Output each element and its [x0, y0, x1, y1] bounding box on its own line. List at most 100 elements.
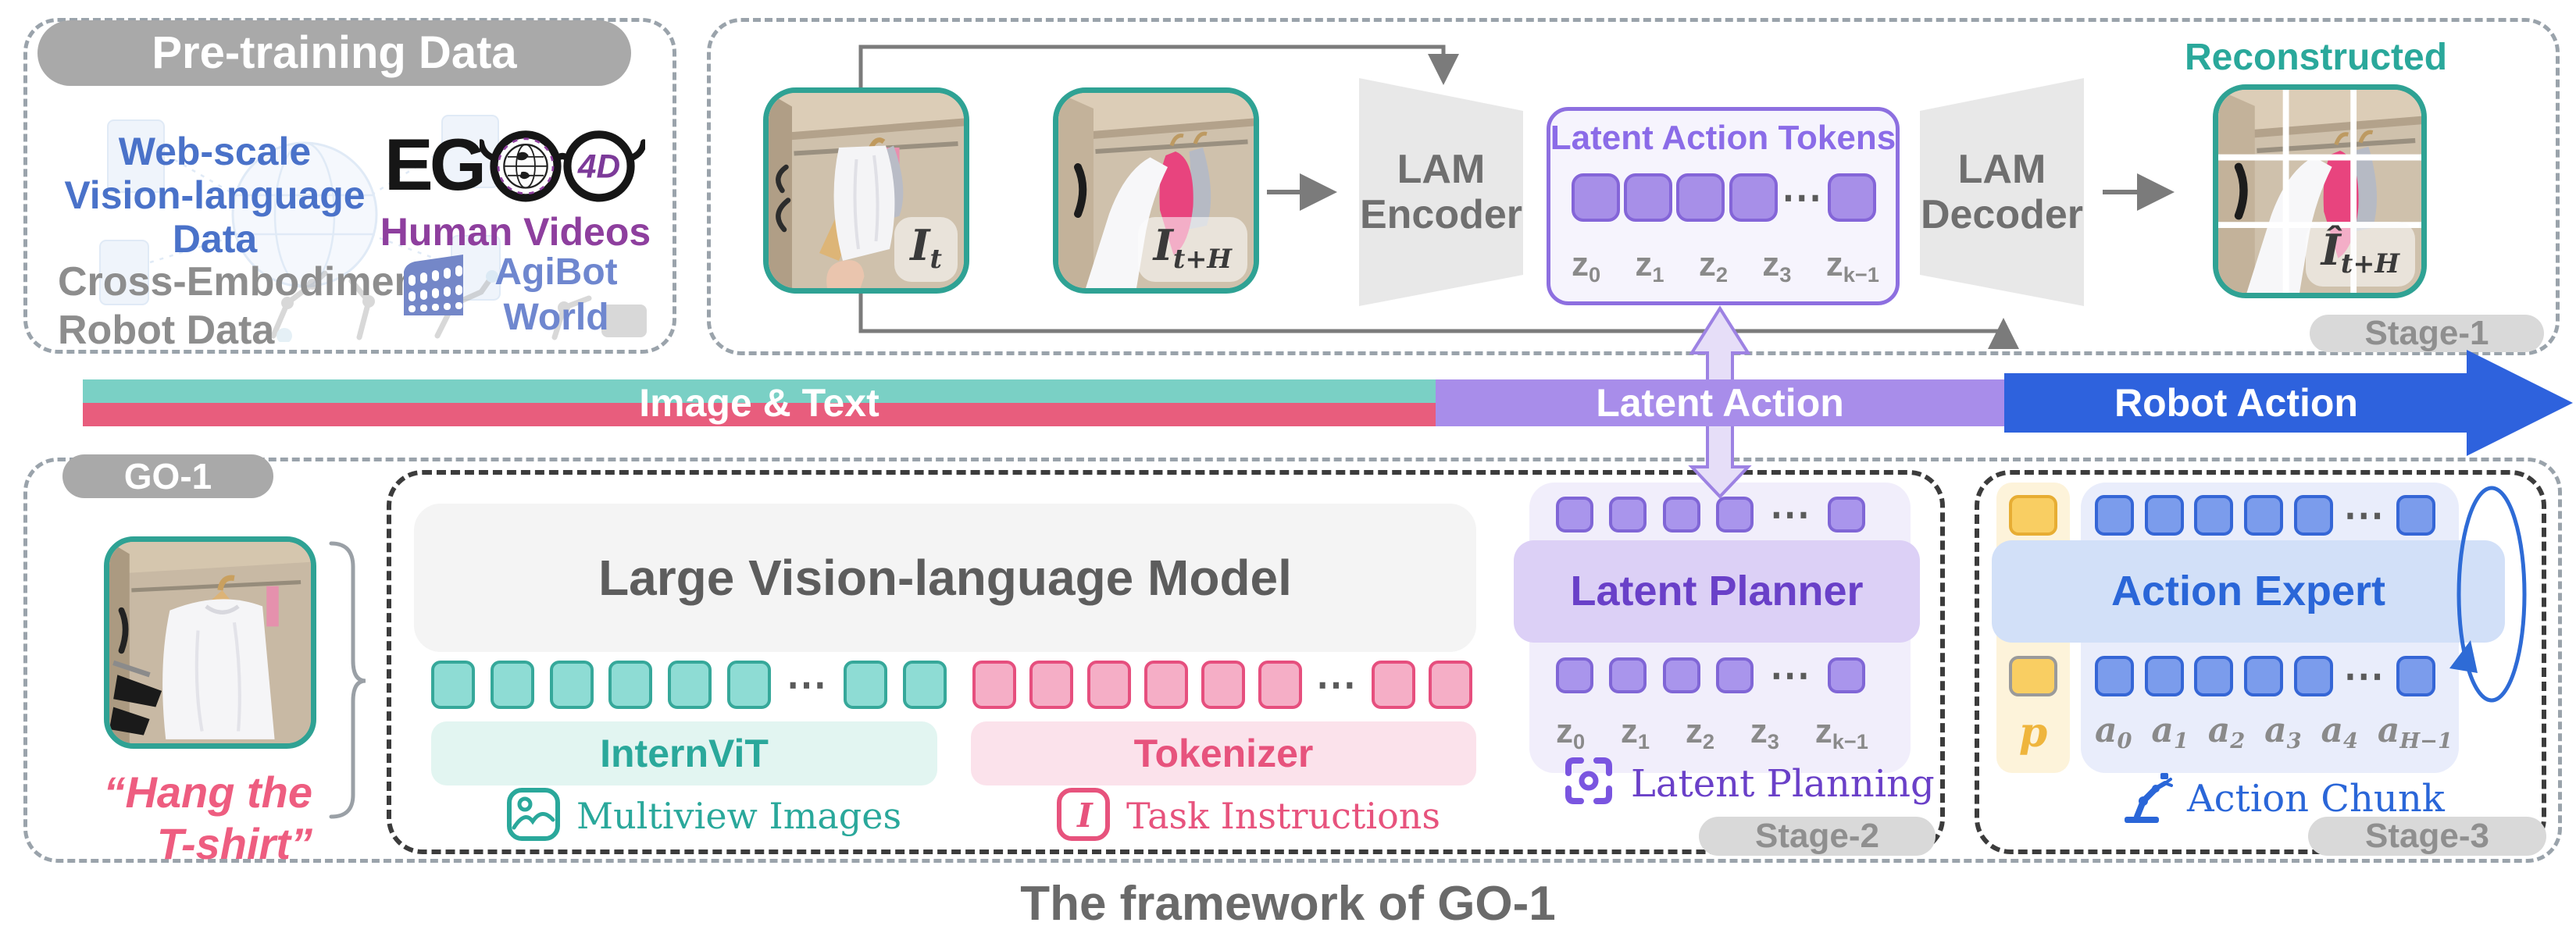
pretraining-title-pill: Pre-training Data [37, 20, 631, 86]
token [1609, 497, 1647, 532]
ellipsis: ⋯ [786, 662, 829, 707]
bar-image-text-pink [83, 403, 1436, 426]
token [1572, 173, 1620, 222]
internvit-label: InternViT [600, 732, 769, 775]
proprio-token-top [2009, 495, 2057, 536]
ellipsis: ⋯ [2343, 493, 2386, 538]
z-label: z2 [1685, 712, 1715, 754]
internvit-box [431, 721, 937, 785]
action-chunk-label: Action Chunk [2187, 777, 2445, 821]
token [549, 661, 594, 709]
token [2396, 656, 2435, 696]
action-expert-label: Action Expert [2110, 568, 2386, 614]
agibot-world-label: AgiBot World [494, 251, 618, 338]
go1-title-pill: GO-1 [62, 454, 273, 498]
bar-image-text-label: Image & Text [639, 381, 879, 425]
token [903, 661, 947, 709]
z-label: zk−1 [1814, 712, 1868, 754]
frame-to-decoder-connector [858, 281, 2019, 349]
proprio-token-bottom [2009, 656, 2057, 696]
input-brace [329, 541, 366, 819]
token [2243, 656, 2283, 696]
reconstructed-image: Ît+H [2213, 84, 2427, 298]
ego4d-logo: EG 4D [384, 122, 645, 208]
latent-token-row-stage1: ⋯ [1572, 173, 1876, 222]
token [1827, 173, 1876, 222]
latent-planner-label: Latent Planner [1570, 568, 1864, 614]
latent-token-labels-stage1: z0 z1 z2 z3 zk−1 [1572, 245, 1879, 287]
stage1-pill: Stage-1 [2310, 315, 2544, 352]
token [490, 661, 534, 709]
human-videos-label: Human Videos [380, 210, 651, 254]
a-label: a1 [2151, 711, 2189, 754]
bar-robot-action-arrowhead [2467, 350, 2573, 456]
latent-planning-label: Latent Planning [1631, 762, 1935, 806]
stage2-pill: Stage-2 [1699, 817, 1936, 856]
token [1556, 497, 1593, 532]
token [972, 661, 1016, 709]
latent-action-tokens-title: Latent Action Tokens [1550, 119, 1896, 157]
ellipsis: ⋯ [1769, 492, 1812, 537]
lam-decoder-shape [1920, 78, 2084, 306]
bar-latent-action-label: Latent Action [1596, 381, 1844, 425]
token [2194, 656, 2234, 696]
reconstructed-heading: Reconstructed [2184, 37, 2448, 78]
web-data-decoration [99, 115, 501, 305]
go1-box [23, 458, 2562, 863]
bar-robot-action-label: Robot Action [2114, 381, 2358, 425]
task-instructions-label: Task Instructions [1126, 795, 1441, 837]
a-label: a3 [2264, 711, 2302, 754]
a-label: a0 [2095, 711, 2132, 754]
z-label: z0 [1572, 245, 1601, 287]
token [1662, 497, 1700, 532]
action-token-labels: a0 a1 a2 a3 a4 aH−1 [2095, 711, 2453, 753]
planner-token-labels: z0 z1 z2 z3 zk−1 [1556, 712, 1868, 754]
token [1716, 497, 1754, 532]
reconstruction-grid [2218, 90, 2421, 293]
proprio-label: p [2018, 709, 2048, 757]
token [1556, 657, 1593, 693]
token [1086, 661, 1131, 709]
token [608, 661, 653, 709]
vlm-box [414, 504, 1476, 652]
bar-image-text-teal [83, 379, 1436, 403]
planner-output-token-row: ⋯ [1556, 655, 1865, 696]
frame-to-encoder-connector [858, 45, 1459, 89]
reconstructed-label: Ît+H [2305, 221, 2415, 287]
task-quote: “Hang the T-shirt” [103, 768, 312, 868]
web-scale-label: Web-scale Vision-language Data [64, 130, 366, 261]
cross-embodiment-label: Cross-Embodiment Robot Data [58, 259, 433, 353]
z-label: z2 [1698, 245, 1729, 287]
token [2243, 495, 2283, 536]
token [844, 661, 888, 709]
ego4d-glasses-icon: 4D [479, 130, 645, 202]
ellipsis: ⋯ [2343, 654, 2386, 699]
frame-t-plus-h-label: It+H [1137, 216, 1247, 282]
a-label: aH−1 [2377, 711, 2453, 754]
lam-encoder-shape [1359, 78, 1523, 306]
ellipsis: ⋯ [1315, 662, 1358, 707]
vision-token-row: ⋯ [431, 661, 947, 709]
token [1144, 661, 1188, 709]
token [1201, 661, 1245, 709]
planner-input-token-row: ⋯ [1556, 492, 1865, 537]
z-label: z3 [1762, 245, 1792, 287]
lam-encoder-label: LAM Encoder [1359, 147, 1523, 237]
latent-planning-icon [1565, 757, 1612, 804]
multiview-images-label: Multiview Images [576, 795, 902, 837]
svg-text:I: I [1076, 796, 1094, 835]
a-label: a4 [2321, 711, 2359, 754]
token [1662, 657, 1700, 693]
stage3-dotted-box [1975, 470, 2546, 854]
tokenizer-box [971, 721, 1476, 785]
wardrobe-scene-go1 [109, 542, 311, 743]
frame-t-image: It [763, 87, 969, 294]
z-label: z3 [1750, 712, 1779, 754]
token [668, 661, 712, 709]
figure-caption: The framework of GO-1 [1020, 877, 1556, 931]
token [1827, 497, 1865, 532]
action-input-token-row: ⋯ [2095, 495, 2435, 536]
